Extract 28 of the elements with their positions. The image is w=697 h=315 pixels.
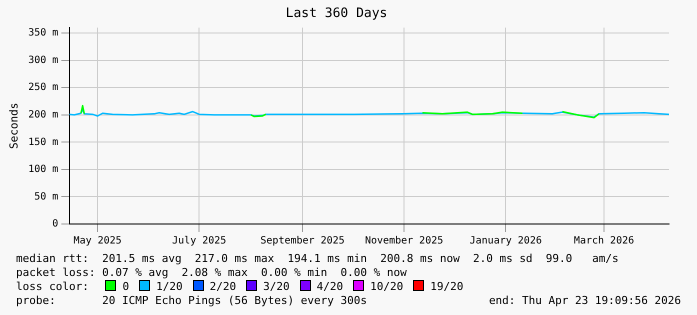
text: packet loss: 0.07 % avg 2.08 % max 0.00 % min 0.00 % now <box>16 266 407 279</box>
text: median rtt: 201.5 ms avg 217.0 ms max 194.1 ms min 200.8 ms now 2.0 ms sd 99.0 am/s <box>16 252 619 265</box>
y-tick-label: 300 m <box>28 54 58 66</box>
x-tick-label: July 2025 <box>172 236 226 247</box>
x-tick-label: March 2026 <box>574 236 634 247</box>
legend-label: 3/20 <box>263 280 290 293</box>
x-tick-label: November 2025 <box>364 236 444 247</box>
legend-label: 1/20 <box>156 280 183 293</box>
y-tick-label: 250 m <box>28 82 58 94</box>
chart-title: Last 360 Days <box>286 6 388 22</box>
x-tick-label: January 2026 <box>470 236 542 247</box>
legend-label: 0 <box>122 280 130 293</box>
y-axis-title: Seconds <box>7 102 20 149</box>
y-tick-label: 200 m <box>28 109 58 120</box>
y-tick-label: 100 m <box>28 164 58 176</box>
x-tick-label: May 2025 <box>74 236 122 247</box>
y-tick-label: 0 <box>52 218 58 230</box>
text: probe: 20 ICMP Echo Pings (56 Bytes) every 300s <box>16 294 367 307</box>
legend-label: 2/20 <box>210 280 236 293</box>
legend-label: 19/20 <box>430 280 464 293</box>
legend-label: 10/20 <box>370 280 404 293</box>
text: end: Thu Apr 23 19:09:56 2026 <box>488 294 681 307</box>
y-tick-label: 150 m <box>28 136 58 148</box>
x-tick-label: September 2025 <box>260 236 345 247</box>
legend-title: loss color: <box>16 280 90 293</box>
y-tick-label: 50 m <box>34 191 58 202</box>
legend-label: 4/20 <box>316 280 344 293</box>
y-tick-label: 350 m <box>28 28 58 39</box>
